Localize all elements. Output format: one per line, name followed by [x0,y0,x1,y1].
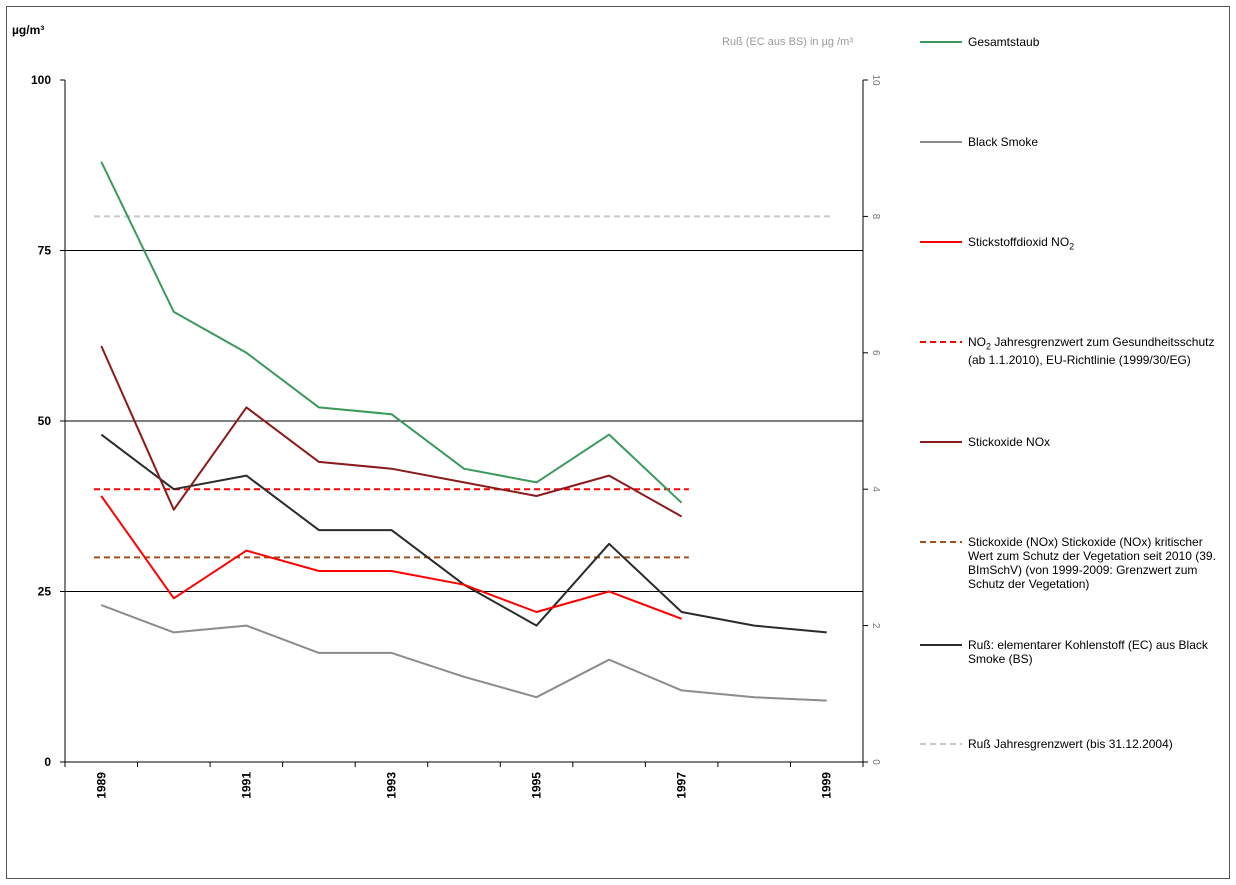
legend-item-russ-limit: Ruß Jahresgrenzwert (bis 31.12.2004) [918,737,1228,751]
legend-item-gesamtstaub: Gesamtstaub [918,35,1228,49]
legend-swatch-no2-limit [920,341,962,343]
legend-swatch-black-smoke [920,141,962,143]
y-right-tick-label-10: 10 [870,74,881,86]
x-tick-label-1989: 1989 [94,772,108,799]
legend-item-russ: Ruß: elementarer Kohlenstoff (EC) aus Bl… [918,638,1218,666]
series-line-4 [100,345,683,518]
legend-label-nox-limit: Stickoxide (NOx) Stickoxide (NOx) kritis… [968,535,1216,591]
x-tick-label-1991: 1991 [239,772,253,799]
legend-label-russ-limit: Ruß Jahresgrenzwert (bis 31.12.2004) [968,737,1173,751]
legend-item-nox: Stickoxide NOx [918,435,1228,449]
x-tick-label-1995: 1995 [530,772,544,799]
legend-swatch-nox [920,441,962,443]
y-left-tick-label-75: 75 [38,244,52,258]
legend-swatch-russ [920,644,962,646]
legend-item-black-smoke: Black Smoke [918,135,1228,149]
series-line-1 [100,604,827,702]
y-right-tick-label-2: 2 [870,623,881,629]
series-line-2 [100,495,682,620]
y-left-tick-label-50: 50 [38,414,52,428]
y-right-tick-label-0: 0 [870,759,881,765]
legend-label-nox: Stickoxide NOx [968,435,1051,449]
legend-swatch-russ-limit [920,743,962,745]
legend-label-no2-limit: NO2 Jahresgrenzwert zum Gesundheitsschut… [968,335,1215,368]
x-tick-label-1997: 1997 [675,772,689,799]
legend-label-russ: Ruß: elementarer Kohlenstoff (EC) aus Bl… [968,638,1208,666]
legend-item-no2: Stickstoffdioxid NO2 [918,235,1228,253]
y-left-tick-label-25: 25 [38,585,52,599]
y-axis-right-label: Ruß (EC aus BS) in µg /m³ [722,36,853,48]
legend-label-gesamtstaub: Gesamtstaub [968,35,1040,49]
legend-item-no2-limit: NO2 Jahresgrenzwert zum Gesundheitsschut… [918,335,1218,367]
y-axis-left-label: µg/m³ [12,23,44,37]
series-line-0 [100,161,683,504]
x-tick-label-1999: 1999 [820,772,834,799]
legend-swatch-nox-limit [920,541,962,543]
legend-swatch-gesamtstaub [920,41,962,43]
series-line-6 [100,433,827,634]
y-left-tick-label-100: 100 [31,73,51,87]
y-right-tick-label-4: 4 [870,486,881,492]
legend-swatch-no2 [920,241,962,243]
y-right-tick-label-8: 8 [870,214,881,220]
y-right-tick-label-6: 6 [870,350,881,356]
legend: Gesamtstaub Black Smoke Stickstoffdioxid… [918,0,1228,885]
legend-item-nox-limit: Stickoxide (NOx) Stickoxide (NOx) kritis… [918,535,1218,591]
legend-label-black-smoke: Black Smoke [968,135,1039,149]
legend-label-no2: Stickstoffdioxid NO2 [968,235,1075,252]
x-tick-label-1993: 1993 [384,772,398,799]
y-left-tick-label-0: 0 [44,755,51,769]
